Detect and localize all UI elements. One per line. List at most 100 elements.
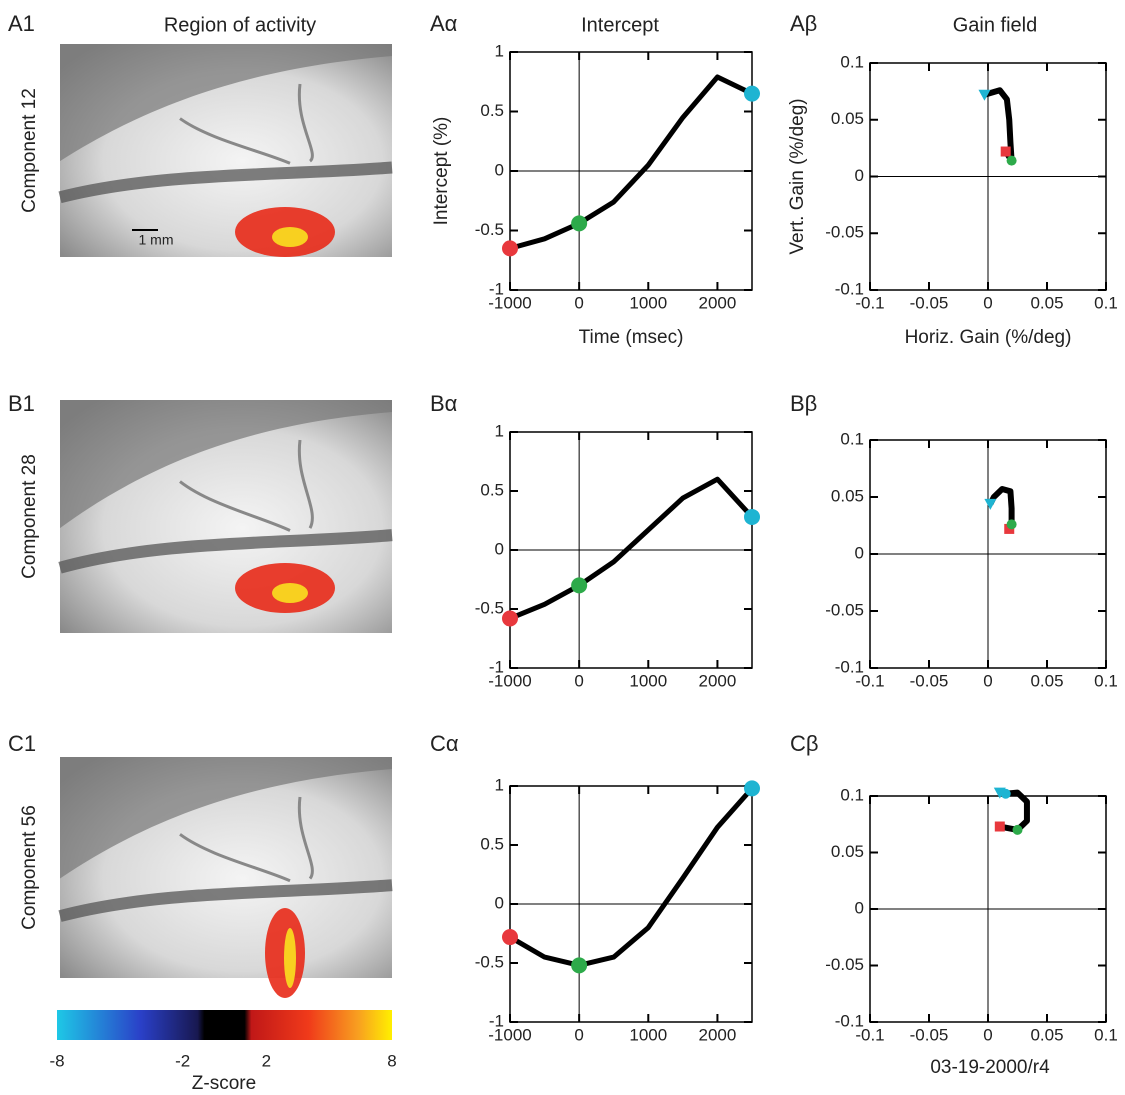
x-tick-label: 1000	[629, 1025, 667, 1044]
plot-frame	[869, 795, 1107, 1023]
x-tick-label: 0	[574, 671, 583, 690]
plot-frame	[509, 51, 753, 291]
activity-core	[272, 227, 308, 247]
vessel	[179, 83, 314, 165]
y-tick-label: 0	[855, 543, 864, 562]
x-tick-label: 1000	[629, 671, 667, 690]
column-title: Region of activity	[164, 14, 316, 36]
marker	[1000, 146, 1011, 157]
component-label: Component 12	[19, 88, 40, 213]
y-tick-label: -0.05	[825, 600, 864, 619]
marker	[744, 508, 760, 525]
y-tick-label: -0.1	[835, 1011, 864, 1030]
x-tick-label: -1000	[488, 293, 531, 312]
plot-frame	[509, 785, 753, 1023]
panel-label: Cβ	[790, 731, 819, 756]
y-tick-label: -0.05	[825, 223, 864, 242]
x-tick-label: 0.1	[1094, 1025, 1118, 1044]
y-tick-label: -0.1	[835, 657, 864, 676]
y-tick-label: 1	[495, 421, 504, 440]
x-tick-label: 0.05	[1030, 1025, 1063, 1044]
marker	[502, 240, 518, 257]
y-tick-label: 0.1	[840, 785, 864, 804]
y-tick-label: -1	[489, 1011, 504, 1030]
y-axis-title: Vert. Gain (%/deg)	[787, 98, 808, 254]
x-tick-label: 0.05	[1030, 671, 1063, 690]
colorbar-tick-label: -8	[49, 1051, 64, 1070]
activity-core	[284, 928, 296, 988]
colorbar-tick-label: 2	[262, 1051, 271, 1070]
y-tick-label: 0.1	[840, 429, 864, 448]
panel-label: A1	[8, 11, 35, 36]
x-tick-label: -0.05	[910, 293, 949, 312]
panel-label: B1	[8, 391, 35, 416]
x-tick-label: 2000	[699, 1025, 737, 1044]
marker	[744, 85, 760, 102]
marker	[744, 780, 760, 797]
y-tick-label: 1	[495, 775, 504, 794]
x-tick-label: 2000	[699, 293, 737, 312]
data-line	[509, 74, 754, 251]
marker	[1004, 523, 1015, 534]
y-tick-label: 0	[495, 539, 504, 558]
y-tick-label: 0.5	[480, 834, 504, 853]
x-tick-label: -0.05	[910, 671, 949, 690]
panel-label: Bα	[430, 391, 458, 416]
marker	[1006, 155, 1017, 166]
x-tick-label: 0.1	[1094, 671, 1118, 690]
y-tick-label: -0.05	[825, 955, 864, 974]
panel-label: Aβ	[790, 11, 817, 36]
marker	[502, 610, 518, 627]
y-tick-label: -0.5	[475, 598, 504, 617]
x-tick-label: 0	[983, 671, 992, 690]
data-line	[508, 786, 754, 968]
image-panels: A1 Component 12 1 mm B1 Component 28 C1 Compon…	[8, 11, 393, 998]
vessel	[58, 161, 393, 204]
vessel	[58, 529, 393, 574]
x-tick-label: -0.1	[855, 1025, 884, 1044]
marker	[1006, 519, 1017, 530]
marker	[993, 787, 1006, 799]
x-tick-label: 0	[574, 293, 583, 312]
y-tick-label: 0	[495, 160, 504, 179]
x-axis-title: Time (msec)	[579, 327, 684, 348]
scale-label: 1 mm	[139, 232, 174, 248]
vessel	[179, 796, 314, 883]
image-shade	[60, 44, 392, 162]
marker	[1012, 824, 1023, 835]
marker	[571, 957, 588, 974]
marker	[984, 498, 997, 510]
colorbar-label: Z-score	[192, 1073, 256, 1094]
vessel	[179, 439, 314, 532]
y-tick-label: 0.05	[831, 842, 864, 861]
y-tick-label: -1	[489, 279, 504, 298]
y-tick-label: 0	[855, 166, 864, 185]
colorbar-tick-label: 8	[387, 1051, 396, 1070]
x-tick-label: -1000	[488, 671, 531, 690]
footer: 03-19-2000/r4	[930, 1057, 1050, 1078]
y-tick-label: 0.1	[840, 52, 864, 71]
marker	[571, 577, 588, 594]
x-tick-label: -0.05	[910, 1025, 949, 1044]
y-tick-label: 0.5	[480, 480, 504, 499]
x-tick-label: 0	[983, 1025, 992, 1044]
y-tick-label: -1	[489, 657, 504, 676]
y-tick-label: 0.5	[480, 101, 504, 120]
panel-label: Cα	[430, 731, 459, 756]
colorbar-ramp	[57, 1010, 392, 1040]
x-axis-title: Horiz. Gain (%/deg)	[905, 327, 1072, 348]
marker	[994, 821, 1005, 832]
marker	[978, 89, 991, 101]
image-shade	[60, 400, 392, 529]
panel-label: Aα	[430, 11, 458, 36]
colorbar-tick-label: -2	[175, 1051, 190, 1070]
y-tick-label: 0.05	[831, 109, 864, 128]
panel-label: Bβ	[790, 391, 817, 416]
component-label: Component 28	[19, 454, 40, 579]
y-tick-label: 0.05	[831, 486, 864, 505]
component-label: Component 56	[19, 805, 40, 930]
marker	[571, 215, 588, 232]
y-tick-label: -0.5	[475, 952, 504, 971]
column-title: Intercept	[581, 14, 659, 36]
